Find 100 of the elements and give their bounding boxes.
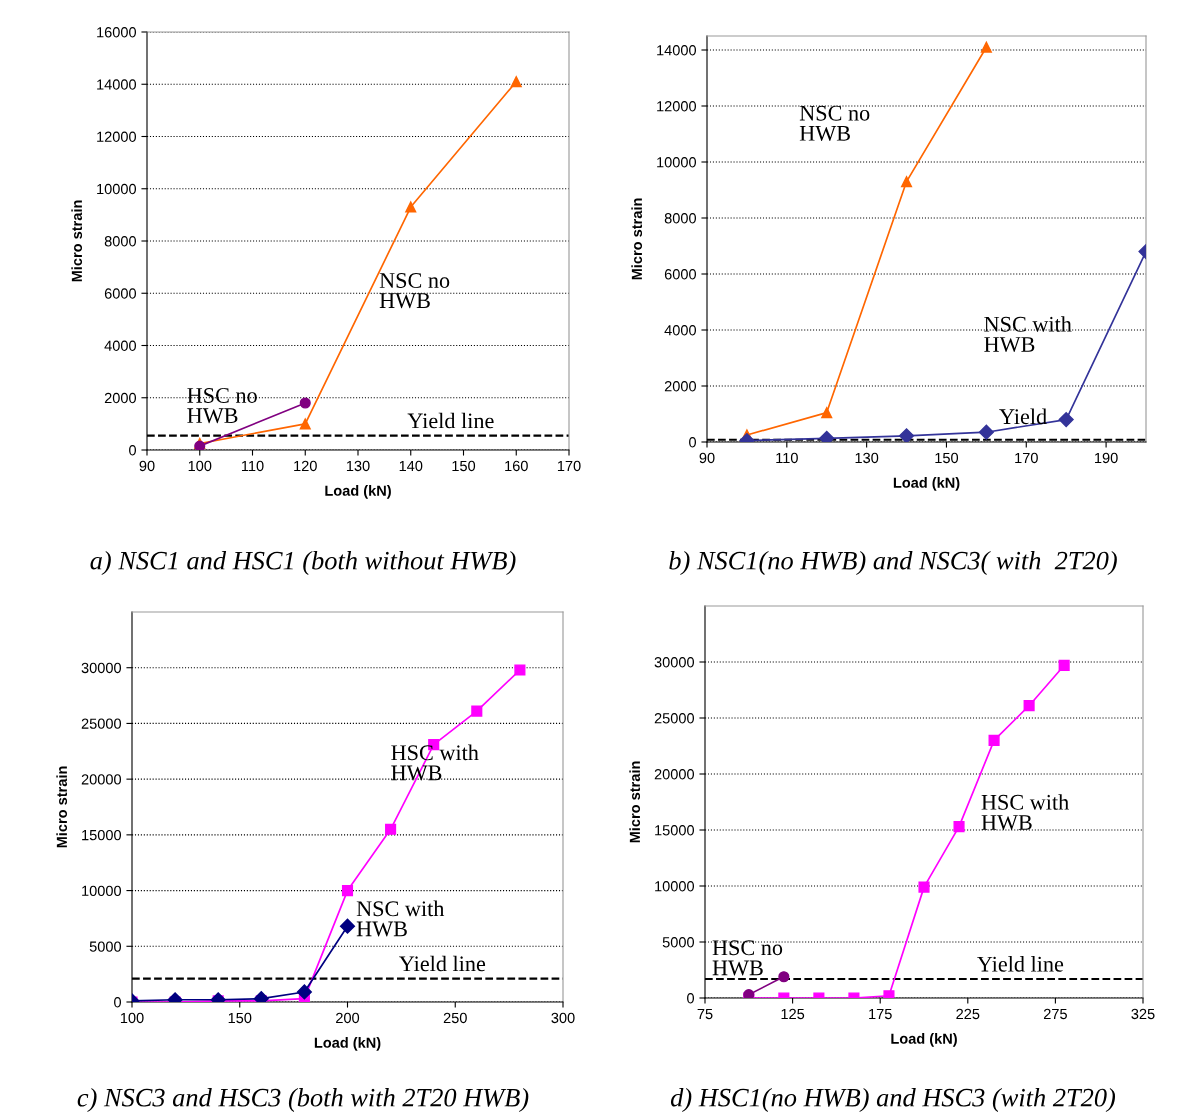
x-tick-label: 75 xyxy=(697,1008,713,1020)
y-tick-label: 14000 xyxy=(657,45,697,56)
y-tick-label: 4000 xyxy=(104,340,137,351)
x-tick-label: 325 xyxy=(1131,1008,1155,1020)
y-tick-label: 15000 xyxy=(82,829,122,841)
annotation: NSC no HWB xyxy=(379,273,450,309)
point xyxy=(980,41,992,53)
point xyxy=(299,397,311,409)
y-tick-label: 6000 xyxy=(664,269,697,280)
y-tick-label: 0 xyxy=(687,993,695,1004)
ref-line-label: Yield line xyxy=(977,956,1064,972)
point xyxy=(299,418,311,430)
point xyxy=(821,407,833,419)
x-tick-label: 150 xyxy=(935,452,959,464)
x-tick-label: 110 xyxy=(241,460,264,472)
y-tick-label: 30000 xyxy=(81,662,122,674)
y-tick-label: 10000 xyxy=(97,183,137,195)
x-tick-label: 250 xyxy=(443,1012,467,1024)
x-tick-label: 170 xyxy=(557,460,581,472)
x-tick-label: 110 xyxy=(776,452,798,464)
point xyxy=(385,823,397,835)
ref-line-label: Yield xyxy=(999,408,1047,425)
ref-line-label: Yield line xyxy=(407,412,494,429)
point xyxy=(514,664,526,676)
y-tick-label: 0 xyxy=(689,437,697,448)
point xyxy=(988,734,1000,746)
point xyxy=(898,428,915,442)
point xyxy=(918,881,930,893)
x-tick-label: 140 xyxy=(399,460,423,472)
ref-line-label: Yield line xyxy=(399,955,486,972)
y-tick-label: 6000 xyxy=(104,288,137,299)
x-tick-label: 170 xyxy=(1015,452,1038,464)
x-tick-label: 150 xyxy=(228,1012,252,1024)
x-tick-label: 200 xyxy=(336,1012,360,1024)
y-tick-label: 0 xyxy=(129,445,137,456)
point xyxy=(978,424,994,440)
point xyxy=(953,821,965,833)
point xyxy=(339,918,356,934)
point xyxy=(510,76,522,88)
annotation: HSC no HWB xyxy=(712,940,783,976)
point xyxy=(296,984,312,1000)
point xyxy=(341,885,354,897)
y-tick-label: 16000 xyxy=(97,27,137,38)
y-axis-title: Micro strain xyxy=(71,200,83,282)
x-tick-label: 100 xyxy=(188,460,212,472)
y-tick-label: 14000 xyxy=(97,79,137,90)
y-tick-label: 25000 xyxy=(654,713,695,724)
x-tick-label: 125 xyxy=(781,1008,805,1020)
y-tick-label: 15000 xyxy=(655,825,695,836)
x-tick-label: 90 xyxy=(699,452,715,464)
y-tick-label: 8000 xyxy=(104,236,137,247)
point xyxy=(900,176,913,188)
y-tick-label: 10000 xyxy=(82,885,122,896)
x-tick-label: 130 xyxy=(855,452,879,464)
y-tick-label: 2000 xyxy=(104,392,137,404)
annotation: HSC no HWB xyxy=(187,388,257,424)
y-tick-label: 0 xyxy=(114,997,122,1008)
text: d) HSC1(no HWB) and HSC3 (with 2T20) xyxy=(670,1088,1116,1112)
y-axis-title: Micro strain xyxy=(631,198,643,280)
x-tick-label: 190 xyxy=(1095,452,1118,464)
annotation: NSC no HWB xyxy=(799,105,870,141)
y-tick-label: 12000 xyxy=(657,101,697,112)
y-tick-label: 20000 xyxy=(654,769,695,780)
x-tick-label: 90 xyxy=(139,460,155,472)
y-tick-label: 5000 xyxy=(662,937,695,948)
x-axis-title: Load (kN) xyxy=(314,1037,381,1051)
y-tick-label: 5000 xyxy=(89,941,122,952)
y-tick-label: 2000 xyxy=(664,381,697,392)
point xyxy=(471,705,483,717)
annotation: HSC with HWB xyxy=(981,794,1069,831)
text: b) NSC1(no HWB) and NSC3( with 2T20) xyxy=(669,551,1117,575)
x-tick-label: 275 xyxy=(1043,1008,1067,1020)
text: a) NSC1 and HSC1 (both without HWB) xyxy=(90,551,516,575)
x-tick-label: 120 xyxy=(294,460,317,472)
y-tick-label: 20000 xyxy=(81,774,122,785)
y-tick-label: 10000 xyxy=(655,881,695,892)
x-tick-label: 160 xyxy=(505,460,528,472)
y-tick-label: 30000 xyxy=(654,657,695,668)
y-tick-label: 12000 xyxy=(97,131,137,142)
x-tick-label: 175 xyxy=(869,1008,892,1020)
point xyxy=(1058,412,1074,428)
point xyxy=(778,971,790,983)
y-tick-label: 10000 xyxy=(657,157,697,168)
y-axis-title: Micro strain xyxy=(56,766,68,848)
x-tick-label: 300 xyxy=(551,1012,575,1024)
y-tick-label: 8000 xyxy=(664,213,697,224)
x-tick-label: 100 xyxy=(120,1012,144,1024)
y-tick-label: 4000 xyxy=(664,325,697,336)
y-tick-label: 25000 xyxy=(81,718,122,729)
x-tick-label: 225 xyxy=(956,1008,980,1020)
x-axis-title: Load (kN) xyxy=(325,485,391,499)
x-axis-title: Load (kN) xyxy=(891,1033,957,1047)
point xyxy=(1023,700,1035,712)
text: c) NSC3 and HSC3 (both with 2T20 HWB) xyxy=(77,1088,529,1112)
annotation: NSC with HWB xyxy=(356,900,445,937)
point xyxy=(405,201,417,213)
annotation: NSC with HWB xyxy=(984,316,1072,353)
x-tick-label: 130 xyxy=(346,460,370,472)
x-tick-label: 150 xyxy=(452,460,476,472)
y-axis-title: Micro strain xyxy=(629,761,641,843)
